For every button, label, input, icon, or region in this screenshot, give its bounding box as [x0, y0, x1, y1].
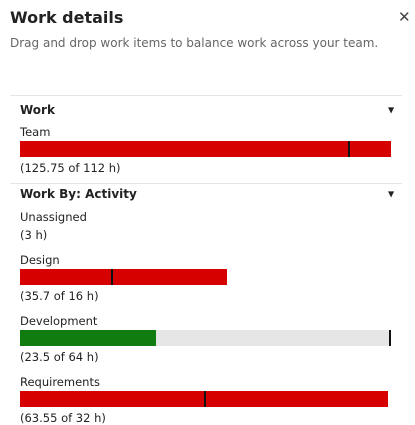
- row-label: (63.55 of 32 h): [20, 411, 106, 425]
- separator: [10, 183, 402, 184]
- panel-title: Work details: [10, 8, 124, 27]
- row-label: (3 h): [20, 228, 48, 242]
- close-button[interactable]: ✕: [398, 8, 411, 26]
- row-label: (125.75 of 112 h): [20, 161, 121, 175]
- row-name: Design: [20, 253, 60, 267]
- capacity-marker: [203, 391, 206, 407]
- work-bar: [20, 330, 157, 346]
- capacity-marker: [389, 330, 391, 346]
- work-bar: [20, 269, 227, 285]
- row-name: Development: [20, 314, 98, 328]
- section-title: Work: [20, 103, 55, 117]
- row-name: Requirements: [20, 375, 100, 389]
- collapse-caret[interactable]: ▼: [388, 105, 395, 115]
- row-label: (23.5 of 64 h): [20, 350, 99, 364]
- panel-subtitle: Drag and drop work items to balance work…: [10, 36, 379, 50]
- row-name: Unassigned: [20, 210, 87, 224]
- row-label: (35.7 of 16 h): [20, 289, 99, 303]
- section-title: Work By: Activity: [20, 187, 137, 201]
- capacity-marker: [348, 141, 351, 157]
- row-name: Team: [20, 125, 51, 139]
- separator: [10, 95, 402, 96]
- collapse-caret[interactable]: ▼: [388, 189, 395, 199]
- work-bar: [20, 141, 391, 157]
- capacity-marker: [110, 269, 113, 285]
